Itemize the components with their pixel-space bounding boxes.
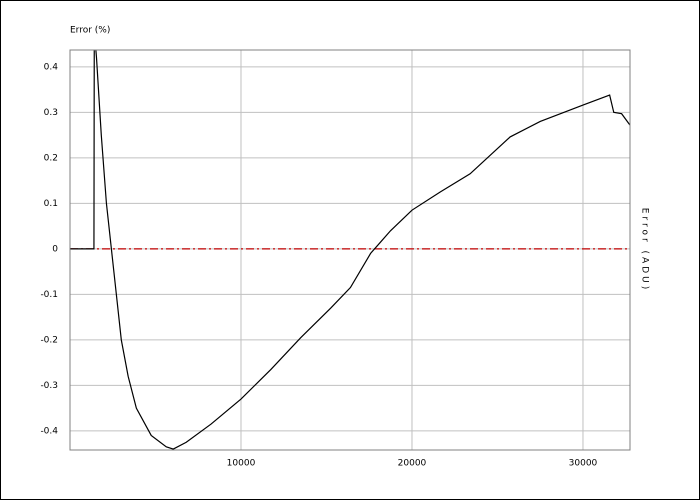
y-tick-label: 0	[52, 244, 58, 254]
y-tick-label: -0.4	[40, 426, 58, 436]
y-tick-label: 0.3	[44, 108, 58, 118]
y-tick-label: 0.2	[44, 153, 58, 163]
y2-axis-label: Error (ADU)	[640, 208, 650, 293]
y-tick-label: -0.1	[40, 290, 58, 300]
y-axis-label: Error (%)	[70, 26, 110, 36]
y-tick-label: 0.4	[44, 62, 59, 72]
y-tick-label: 0.1	[44, 199, 58, 209]
x-tick-label: 30000	[569, 459, 598, 469]
line-series	[70, 50, 630, 450]
plot-data	[70, 50, 630, 450]
x-tick-label: 20000	[398, 459, 427, 469]
y-tick-label: -0.3	[40, 381, 58, 391]
y-tick-label: -0.2	[40, 335, 58, 345]
x-tick-label: 10000	[227, 459, 256, 469]
plot-border	[69, 49, 631, 451]
